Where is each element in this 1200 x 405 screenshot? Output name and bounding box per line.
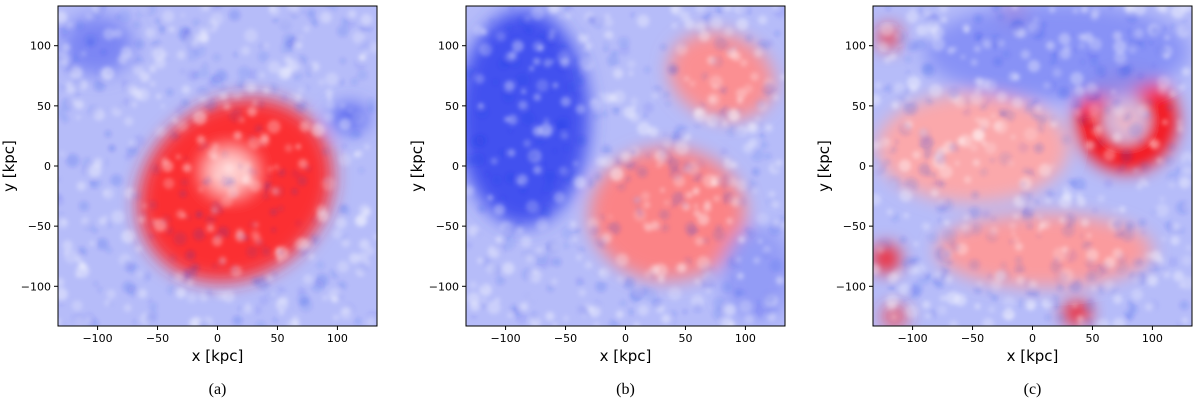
y-tick-label: 100	[845, 40, 866, 53]
y-tick-label: 100	[438, 40, 459, 53]
x-axis-label: x [kpc]	[600, 347, 652, 365]
y-tick-label: 50	[445, 100, 459, 113]
x-axis-label: x [kpc]	[1007, 347, 1059, 365]
panel-caption: (a)	[209, 381, 227, 398]
panel-2: −100 −50 0 50 100 −100 −50 0 50 100 x [kpc] y [kpc]…	[408, 5, 786, 398]
noise-texture	[873, 6, 1192, 326]
noise-texture	[466, 6, 785, 326]
y-axis-label: y [kpc]	[408, 140, 426, 192]
feature-blob-1	[668, 32, 775, 120]
y-tick-label: −100	[836, 280, 866, 293]
panel-caption: (c)	[1024, 381, 1042, 398]
x-tick-label: −50	[554, 332, 577, 345]
y-tick-label: 0	[452, 160, 459, 173]
x-tick-label: −100	[82, 332, 112, 345]
y-axis-label: y [kpc]	[815, 140, 833, 192]
x-tick-label: 100	[327, 332, 348, 345]
y-tick-label: −50	[436, 220, 459, 233]
x-tick-label: 50	[678, 332, 692, 345]
heatmap-area	[873, 6, 1192, 326]
x-tick-label: 50	[270, 332, 284, 345]
x-tick-label: 0	[622, 332, 629, 345]
y-tick-label: −50	[28, 220, 51, 233]
x-axis-label: x [kpc]	[192, 347, 244, 365]
y-tick-label: −100	[429, 280, 459, 293]
x-tick-label: 0	[214, 332, 221, 345]
heatmap-area	[466, 6, 785, 326]
panel-3: −100 −50 0 50 100 −100 −50 0 50 100 x [kpc] y [kpc]…	[815, 5, 1193, 398]
x-tick-label: 100	[735, 332, 756, 345]
y-tick-label: −100	[21, 280, 51, 293]
y-tick-label: 100	[30, 40, 51, 53]
y-tick-label: 50	[852, 100, 866, 113]
y-tick-label: −50	[843, 220, 866, 233]
noise-texture	[58, 6, 377, 326]
y-tick-label: 0	[44, 160, 51, 173]
x-tick-label: −50	[146, 332, 169, 345]
x-tick-label: −100	[897, 332, 927, 345]
x-tick-label: −50	[961, 332, 984, 345]
y-axis-label: y [kpc]	[0, 140, 18, 192]
x-tick-label: 50	[1085, 332, 1099, 345]
x-tick-label: 100	[1142, 332, 1163, 345]
panel-caption: (b)	[616, 381, 635, 398]
x-tick-label: −100	[490, 332, 520, 345]
heatmap-area	[58, 6, 377, 326]
x-tick-label: 0	[1029, 332, 1036, 345]
y-tick-label: 0	[859, 160, 866, 173]
y-tick-label: 50	[37, 100, 51, 113]
panel-1: −100 −50 0 50 100 −100 −50 0 50 100 x [kpc] y [kpc]…	[0, 5, 378, 398]
